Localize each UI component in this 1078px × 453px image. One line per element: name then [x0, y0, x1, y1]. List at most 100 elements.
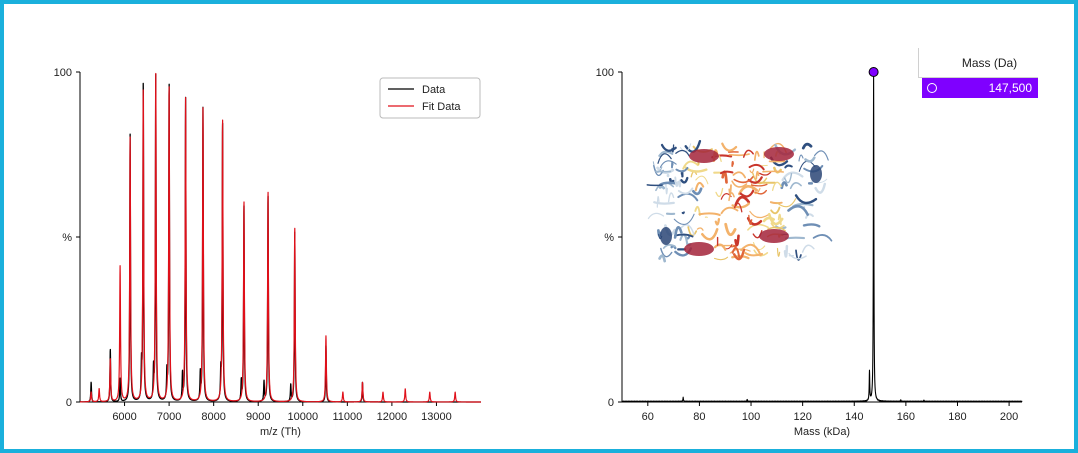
structure-strand	[721, 170, 728, 184]
structure-strand	[682, 160, 699, 170]
structure-strand	[731, 160, 734, 167]
structure-strand	[784, 173, 793, 184]
structure-strand	[787, 204, 809, 216]
structure-strand	[731, 247, 741, 259]
structure-strand	[719, 170, 734, 175]
mass-table-row[interactable]: 147,500	[922, 78, 1038, 98]
x-tick-label: 8000	[201, 411, 225, 423]
structure-strand	[753, 150, 760, 161]
structure-strand	[780, 181, 788, 190]
mass-table: Mass (Da) 147,500	[918, 48, 1038, 98]
x-tick-label: 11000	[332, 411, 362, 423]
protein-structure-image	[646, 140, 833, 263]
structure-sheet	[689, 149, 719, 163]
structure-strand	[694, 205, 701, 216]
structure-strand	[675, 166, 689, 173]
structure-strand	[657, 153, 672, 164]
structure-strand	[810, 178, 828, 184]
structure-strand	[751, 183, 768, 187]
structure-strand	[658, 185, 666, 190]
structure-strand	[680, 176, 689, 184]
spectra-figure: 0% 100 6000 7000 8000 9000 10000 11000 12000 1300…	[54, 67, 1023, 438]
row-radio-icon[interactable]	[927, 83, 937, 93]
x-tick-label: 7000	[157, 411, 181, 423]
structure-strand	[802, 223, 821, 228]
structure-strand	[713, 243, 727, 251]
x-tick-label: 180	[948, 411, 966, 423]
structure-strand	[698, 212, 721, 216]
structure-strand	[677, 192, 699, 202]
structure-strand	[696, 227, 704, 231]
y-tick-label: 100	[54, 67, 72, 79]
structure-strand	[747, 176, 763, 184]
structure-strand	[675, 149, 690, 157]
structure-strand	[701, 228, 719, 241]
structure-strand	[713, 256, 729, 261]
x-tick-label: 200	[1000, 411, 1018, 423]
structure-strand	[677, 187, 694, 195]
y-tick-label: 100	[596, 67, 614, 79]
structure-strand	[747, 223, 769, 231]
structure-strand	[658, 254, 667, 263]
structure-strand	[731, 180, 748, 188]
x-tick-label: 100	[742, 411, 760, 423]
structure-strand	[788, 252, 807, 260]
structure-sheet	[684, 242, 714, 256]
structure-strand	[801, 142, 813, 150]
x-tick-label: 80	[693, 411, 705, 423]
structure-strand	[684, 166, 708, 173]
legend-fit-label: Fit Data	[422, 101, 461, 113]
structure-strand	[728, 153, 750, 157]
structure-strand	[667, 192, 675, 203]
y-tick-label: 0	[66, 397, 72, 409]
structure-strand	[720, 206, 739, 215]
structure-strand	[812, 234, 833, 242]
x-axis-title: m/z (Th)	[260, 426, 301, 438]
structure-sheet	[764, 147, 794, 161]
legend-data-label: Data	[422, 84, 446, 96]
structure-strand	[789, 182, 802, 190]
structure-strand	[715, 187, 724, 198]
structure-strand	[748, 214, 753, 225]
structure-strand	[762, 170, 784, 173]
structure-strand	[695, 175, 709, 185]
x-tick-label: 140	[845, 411, 863, 423]
x-axis-title: Mass (kDa)	[794, 426, 850, 438]
structure-strand	[673, 213, 695, 225]
structure-strand	[738, 185, 758, 196]
structure-strand	[694, 181, 705, 192]
structure-strand	[755, 170, 760, 180]
structure-strand	[647, 212, 665, 220]
structure-strand	[784, 164, 793, 169]
structure-strand	[658, 150, 674, 157]
structure-strand	[748, 163, 765, 171]
structure-strand	[724, 222, 737, 237]
peak-marker	[868, 67, 879, 77]
fit-series-line	[79, 72, 482, 403]
structure-edge	[660, 227, 672, 245]
structure-strand	[814, 182, 827, 194]
structure-strand	[728, 192, 735, 202]
structure-strand	[656, 166, 675, 174]
structure-strand	[814, 150, 829, 161]
x-tick-label: 6000	[112, 411, 136, 423]
structure-strand	[794, 194, 818, 205]
y-tick-label: %	[62, 232, 72, 244]
legend	[379, 77, 481, 119]
structure-strand	[742, 149, 754, 158]
structure-strand	[805, 213, 814, 219]
structure-strand	[662, 244, 676, 249]
structure-strand	[771, 181, 782, 191]
structure-strand	[660, 143, 677, 152]
structure-strand	[776, 247, 781, 257]
structure-sheet	[759, 229, 789, 243]
structure-strand	[659, 160, 677, 168]
structure-strand	[721, 142, 738, 152]
x-tick-label: 13000	[421, 411, 452, 423]
y-tick-label: 0	[608, 397, 614, 409]
structure-strand	[714, 217, 721, 226]
structure-strand	[740, 243, 762, 257]
structure-strand	[784, 236, 806, 240]
x-tick-label: 10000	[287, 411, 318, 423]
